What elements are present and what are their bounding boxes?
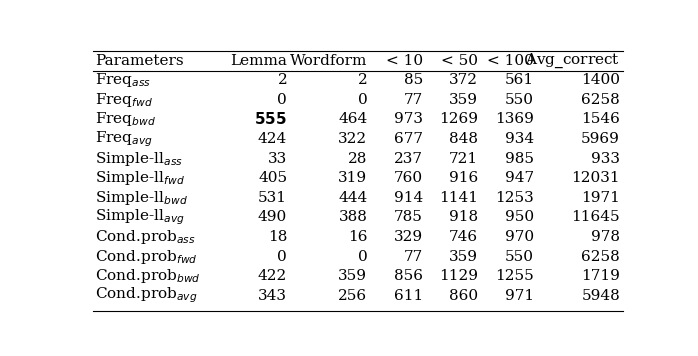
Text: Simple-ll$_{fwd}$: Simple-ll$_{fwd}$ xyxy=(96,169,185,187)
Text: $\mathbf{555}$: $\mathbf{555}$ xyxy=(255,111,287,127)
Text: 372: 372 xyxy=(450,73,478,87)
Text: 918: 918 xyxy=(450,210,478,224)
Text: 970: 970 xyxy=(505,230,534,244)
Text: 916: 916 xyxy=(449,171,478,185)
Text: 28: 28 xyxy=(348,152,367,166)
Text: 978: 978 xyxy=(591,230,620,244)
Text: Cond.prob$_{fwd}$: Cond.prob$_{fwd}$ xyxy=(96,247,198,266)
Text: 444: 444 xyxy=(338,191,367,205)
Text: 1369: 1369 xyxy=(495,112,534,126)
Text: 329: 329 xyxy=(394,230,423,244)
Text: Cond.prob$_{ass}$: Cond.prob$_{ass}$ xyxy=(96,228,196,246)
Text: 0: 0 xyxy=(278,250,287,263)
Text: 6258: 6258 xyxy=(581,93,620,107)
Text: 85: 85 xyxy=(403,73,423,87)
Text: Parameters: Parameters xyxy=(96,54,184,68)
Text: 611: 611 xyxy=(394,289,423,303)
Text: 914: 914 xyxy=(394,191,423,205)
Text: 18: 18 xyxy=(268,230,287,244)
Text: 746: 746 xyxy=(450,230,478,244)
Text: 1971: 1971 xyxy=(581,191,620,205)
Text: 388: 388 xyxy=(339,210,367,224)
Text: 322: 322 xyxy=(339,132,367,146)
Text: 319: 319 xyxy=(339,171,367,185)
Text: Cond.prob$_{bwd}$: Cond.prob$_{bwd}$ xyxy=(96,267,201,285)
Text: 237: 237 xyxy=(394,152,423,166)
Text: 490: 490 xyxy=(258,210,287,224)
Text: 0: 0 xyxy=(357,250,367,263)
Text: 77: 77 xyxy=(403,93,423,107)
Text: 934: 934 xyxy=(505,132,534,146)
Text: < 10: < 10 xyxy=(386,54,423,68)
Text: 1253: 1253 xyxy=(495,191,534,205)
Text: 933: 933 xyxy=(591,152,620,166)
Text: 1141: 1141 xyxy=(439,191,478,205)
Text: 464: 464 xyxy=(338,112,367,126)
Text: 561: 561 xyxy=(505,73,534,87)
Text: 359: 359 xyxy=(450,93,478,107)
Text: Lemma: Lemma xyxy=(230,54,287,68)
Text: 405: 405 xyxy=(258,171,287,185)
Text: 343: 343 xyxy=(258,289,287,303)
Text: Freq$_{ass}$: Freq$_{ass}$ xyxy=(96,71,151,89)
Text: 0: 0 xyxy=(278,93,287,107)
Text: Simple-ll$_{ass}$: Simple-ll$_{ass}$ xyxy=(96,150,184,168)
Text: Freq$_{bwd}$: Freq$_{bwd}$ xyxy=(96,110,156,129)
Text: 359: 359 xyxy=(339,269,367,283)
Text: 971: 971 xyxy=(505,289,534,303)
Text: 1269: 1269 xyxy=(439,112,478,126)
Text: 1255: 1255 xyxy=(495,269,534,283)
Text: Simple-ll$_{avg}$: Simple-ll$_{avg}$ xyxy=(96,208,185,227)
Text: 973: 973 xyxy=(394,112,423,126)
Text: 1719: 1719 xyxy=(581,269,620,283)
Text: 1546: 1546 xyxy=(581,112,620,126)
Text: 0: 0 xyxy=(357,93,367,107)
Text: 422: 422 xyxy=(258,269,287,283)
Text: 550: 550 xyxy=(505,250,534,263)
Text: 359: 359 xyxy=(450,250,478,263)
Text: Freq$_{avg}$: Freq$_{avg}$ xyxy=(96,129,154,149)
Text: 6258: 6258 xyxy=(581,250,620,263)
Text: 760: 760 xyxy=(394,171,423,185)
Text: 5948: 5948 xyxy=(581,289,620,303)
Text: 985: 985 xyxy=(505,152,534,166)
Text: 256: 256 xyxy=(339,289,367,303)
Text: 856: 856 xyxy=(394,269,423,283)
Text: 1129: 1129 xyxy=(439,269,478,283)
Text: < 100: < 100 xyxy=(487,54,534,68)
Text: 785: 785 xyxy=(394,210,423,224)
Text: 12031: 12031 xyxy=(572,171,620,185)
Text: Avg$\_$correct: Avg$\_$correct xyxy=(525,52,620,70)
Text: 2: 2 xyxy=(357,73,367,87)
Text: Cond.prob$_{avg}$: Cond.prob$_{avg}$ xyxy=(96,286,198,305)
Text: 2: 2 xyxy=(278,73,287,87)
Text: 424: 424 xyxy=(258,132,287,146)
Text: 33: 33 xyxy=(268,152,287,166)
Text: 11645: 11645 xyxy=(572,210,620,224)
Text: 5969: 5969 xyxy=(581,132,620,146)
Text: 950: 950 xyxy=(505,210,534,224)
Text: 77: 77 xyxy=(403,250,423,263)
Text: 550: 550 xyxy=(505,93,534,107)
Text: 677: 677 xyxy=(394,132,423,146)
Text: 16: 16 xyxy=(348,230,367,244)
Text: Wordform: Wordform xyxy=(290,54,367,68)
Text: 531: 531 xyxy=(258,191,287,205)
Text: < 50: < 50 xyxy=(441,54,478,68)
Text: 848: 848 xyxy=(450,132,478,146)
Text: Simple-ll$_{bwd}$: Simple-ll$_{bwd}$ xyxy=(96,189,188,207)
Text: 947: 947 xyxy=(505,171,534,185)
Text: 860: 860 xyxy=(450,289,478,303)
Text: Freq$_{fwd}$: Freq$_{fwd}$ xyxy=(96,91,154,109)
Text: 1400: 1400 xyxy=(581,73,620,87)
Text: 721: 721 xyxy=(450,152,478,166)
